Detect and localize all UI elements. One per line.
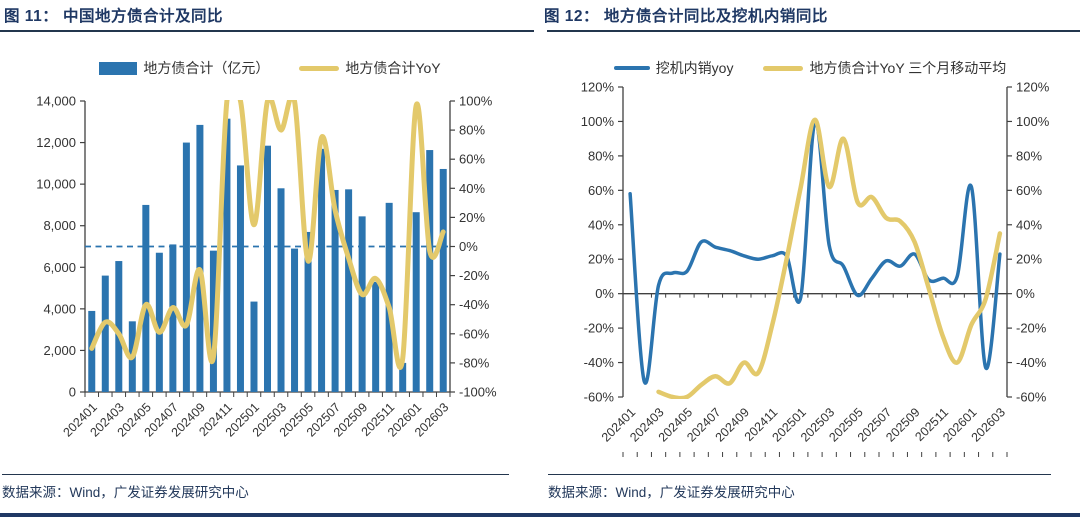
legend-label: 挖机内销yoy [655,60,734,76]
svg-text:40%: 40% [1016,217,1042,232]
figure-12-title: 图 12： 地方债合计同比及挖机内销同比 [544,8,828,25]
svg-text:-40%: -40% [459,297,490,312]
svg-text:80%: 80% [459,123,485,138]
svg-text:14,000: 14,000 [36,94,76,109]
svg-text:-100%: -100% [459,385,497,400]
source-divider [548,474,1051,475]
svg-text:120%: 120% [1016,80,1050,95]
legend-item-yoy-line: 地方债合计YoY [299,58,441,78]
svg-text:2,000: 2,000 [43,343,76,358]
svg-text:20%: 20% [588,252,614,267]
source-divider [2,474,509,475]
svg-text:0%: 0% [1016,286,1035,301]
svg-text:100%: 100% [581,114,615,129]
source-note: 数据来源：Wind，广发证券发展研究中心 [548,485,795,500]
page-bottom-rule [0,513,1080,517]
svg-text:-20%: -20% [1016,321,1047,336]
svg-text:-60%: -60% [459,326,490,341]
svg-text:-40%: -40% [584,355,615,370]
svg-text:40%: 40% [459,181,485,196]
svg-text:-80%: -80% [459,355,490,370]
legend-label: 地方债合计（亿元） [143,60,270,76]
svg-text:0%: 0% [595,286,614,301]
figure-12-legend: 挖机内销yoy 地方债合计YoY 三个月移动平均 [540,58,1080,78]
legend-line-swatch [299,65,340,71]
legend-label: 地方债合计YoY [345,60,441,76]
svg-text:20%: 20% [459,210,485,225]
figure-11: 图 11： 中国地方债合计及同比 地方债合计（亿元） 地方债合计YoY 0 2,0… [0,8,540,500]
svg-text:4,000: 4,000 [43,301,76,316]
local-bond-bar-chart: 0 2,000 4,000 6,000 8,000 10,000 12,000 14,000 -… [36,94,497,440]
svg-text:0: 0 [69,385,76,400]
svg-text:40%: 40% [588,217,614,232]
svg-text:6,000: 6,000 [43,260,76,275]
legend-line-swatch [763,65,804,71]
svg-text:20%: 20% [1016,252,1042,267]
svg-text:0%: 0% [459,239,478,254]
svg-text:80%: 80% [1016,148,1042,163]
svg-text:100%: 100% [459,94,493,109]
svg-text:-40%: -40% [1016,355,1047,370]
svg-text:-60%: -60% [584,390,615,405]
source-note: 数据来源：Wind，广发证券发展研究中心 [2,485,249,500]
yoy-line-chart: -60% -40% -20% 0% 20% 40% 60% 80% 100% 120% -60% -4… [581,80,1050,457]
figure-12: 图 12： 地方债合计同比及挖机内销同比 挖机内销yoy 地方债合计YoY 三个… [540,0,1080,517]
figure-11-title: 图 11： 中国地方债合计及同比 [4,8,223,25]
svg-text:12,000: 12,000 [36,135,76,150]
svg-text:100%: 100% [1016,114,1050,129]
svg-text:8,000: 8,000 [43,218,76,233]
title-underline [0,30,534,32]
svg-text:80%: 80% [588,148,614,163]
figure-11-legend: 地方债合计（亿元） 地方债合计YoY [0,58,540,78]
svg-text:-20%: -20% [584,321,615,336]
legend-item-bond-ma: 地方债合计YoY 三个月移动平均 [763,58,1006,78]
legend-bar-swatch [99,61,138,75]
legend-item-excavator: 挖机内销yoy [613,58,734,78]
svg-text:60%: 60% [1016,183,1042,198]
legend-item-bars: 地方债合计（亿元） [99,58,269,78]
svg-text:-60%: -60% [1016,390,1047,405]
svg-text:120%: 120% [581,80,615,95]
svg-text:60%: 60% [459,152,485,167]
title-underline [547,30,1080,32]
svg-text:10,000: 10,000 [36,177,76,192]
svg-text:-20%: -20% [459,268,490,283]
legend-label: 地方债合计YoY 三个月移动平均 [809,60,1007,76]
legend-line-swatch [613,66,650,70]
svg-text:60%: 60% [588,183,614,198]
